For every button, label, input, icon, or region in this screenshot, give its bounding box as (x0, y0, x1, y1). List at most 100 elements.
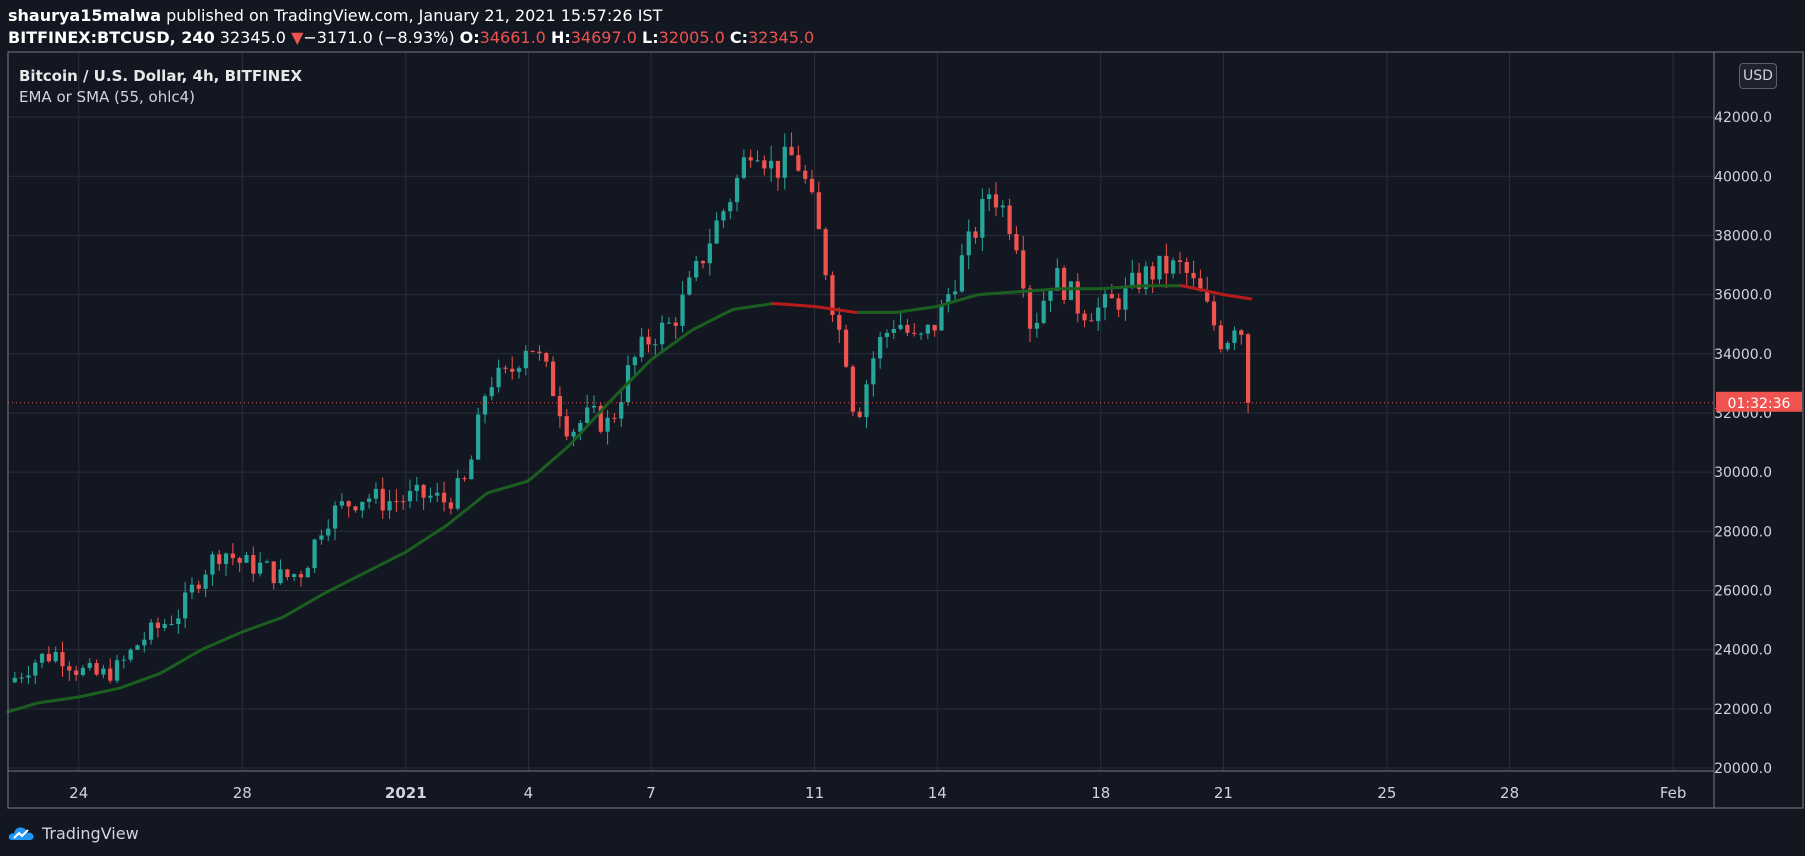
candle-body (94, 663, 99, 675)
candle-body (237, 558, 242, 563)
candle-body (687, 277, 692, 295)
candle-body (823, 229, 828, 276)
candle-body (1150, 266, 1155, 280)
y-tick-label: 42000.0 (1714, 110, 1772, 126)
currency-button[interactable]: USD (1739, 63, 1777, 89)
x-tick-label: 14 (928, 784, 947, 802)
publish-text: published on TradingView.com, January 21… (166, 6, 663, 25)
candle-body (1089, 320, 1094, 322)
candle-body (435, 492, 440, 496)
candle-body (1062, 268, 1067, 300)
candle-body (1116, 298, 1121, 310)
candle-body (1048, 290, 1053, 301)
candle-body (148, 622, 154, 640)
candle-body (12, 677, 17, 683)
candle-body (496, 367, 501, 388)
candle-body (850, 366, 856, 412)
legend-title: Bitcoin / U.S. Dollar, 4h, BITFINEX (19, 67, 303, 85)
candle-body (33, 662, 38, 676)
y-tick-label: 26000.0 (1714, 584, 1772, 600)
candle-body (741, 157, 746, 178)
candle-body (319, 535, 324, 540)
candle-body (74, 670, 79, 675)
candle-body (1225, 343, 1230, 350)
x-tick-label: Feb (1660, 784, 1687, 802)
candle-body (1177, 260, 1183, 262)
high-label: H: (550, 28, 571, 47)
candle-body (489, 387, 494, 397)
candle-body (1239, 330, 1244, 335)
y-tick-label: 40000.0 (1714, 169, 1772, 185)
y-tick-label: 28000.0 (1714, 524, 1772, 540)
candle-body (987, 194, 992, 199)
candle-body (312, 539, 317, 569)
candle-body (966, 231, 971, 256)
candle-body (796, 155, 801, 171)
candle-body (878, 336, 883, 359)
candle-body (1000, 205, 1005, 208)
ema-line (6, 284, 1253, 714)
candle-body (1136, 272, 1142, 289)
candle-body (19, 677, 24, 679)
candle-body (932, 324, 937, 331)
publish-info: shaurya15malwa published on TradingView.… (8, 6, 662, 25)
close-label: C: (729, 28, 748, 47)
candle-body (476, 414, 481, 460)
candle-body (428, 495, 433, 498)
low-label: L: (642, 28, 659, 47)
candle-body (60, 652, 65, 667)
candle-body (1143, 266, 1148, 289)
chart-frame (7, 51, 1804, 809)
candle-body (217, 554, 222, 564)
candle-body (809, 178, 815, 193)
candle-body (271, 561, 276, 584)
candle-body (135, 645, 140, 650)
candle-body (775, 160, 781, 178)
legend-indicator[interactable]: EMA or SMA (55, ohlc4) (19, 88, 196, 106)
ohlc-header: BITFINEX:BTCUSD, 240 32345.0 ▼−3171.0 (−… (8, 28, 814, 47)
candle-body (585, 407, 590, 423)
candle-body (305, 568, 310, 578)
tradingview-logo[interactable]: TradingView (8, 821, 139, 845)
candle-body (912, 332, 917, 334)
candle-body (1245, 334, 1251, 403)
candle-body (1041, 300, 1046, 324)
candle-body (714, 220, 719, 244)
candle-body (251, 555, 256, 574)
candle-body (264, 561, 270, 563)
candle-body (353, 506, 358, 511)
candle-body (516, 368, 522, 372)
candle-body (462, 478, 467, 480)
chart-legend[interactable]: Bitcoin / U.S. Dollar, 4h, BITFINEX EMA … (19, 66, 302, 108)
candle-body (503, 367, 508, 369)
candle-body (176, 618, 181, 625)
candle-body (871, 358, 876, 385)
candle-body (1109, 294, 1114, 299)
candle-body (673, 322, 678, 326)
candle-body (80, 667, 86, 675)
candle-body (530, 350, 535, 352)
author-name[interactable]: shaurya15malwa (8, 6, 162, 25)
candle-body (1007, 205, 1012, 235)
candle-body (659, 322, 665, 345)
y-tick-label: 36000.0 (1714, 288, 1772, 304)
candle-body (482, 396, 488, 415)
candle-body (108, 668, 113, 681)
candle-body (1123, 285, 1128, 310)
price-axis[interactable]: 20000.0 22000.0 24000.0 26000.0 28000.0 30000… (1714, 110, 1772, 777)
current-price-tag: 01:32:36 (1716, 391, 1802, 412)
candle-body (952, 291, 958, 295)
candle-body (680, 294, 685, 326)
countdown-badge (1716, 391, 1802, 412)
candle-body (830, 275, 835, 315)
candle-body (1171, 260, 1176, 274)
candle-body (189, 584, 195, 593)
time-axis[interactable]: 24 28 2021 4 7 11 14 18 21 25 28 Feb (69, 784, 1686, 802)
candle-body (1130, 272, 1135, 286)
candle-body (612, 417, 617, 419)
candle-body (401, 501, 406, 503)
candle-body (469, 459, 474, 480)
countdown-label: 01:32:36 (1728, 396, 1791, 412)
candle-body (550, 361, 556, 397)
